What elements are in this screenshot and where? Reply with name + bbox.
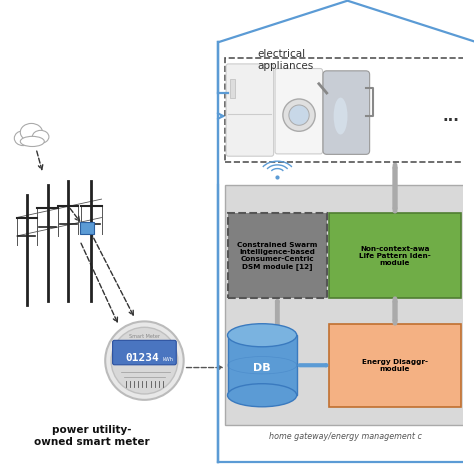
Text: DB: DB	[253, 363, 271, 373]
Circle shape	[105, 321, 183, 400]
Circle shape	[289, 105, 309, 125]
FancyBboxPatch shape	[329, 324, 461, 407]
Text: kWh: kWh	[163, 357, 174, 362]
Text: Smart Meter: Smart Meter	[129, 334, 160, 339]
Text: Non-context-awa
Life Pattern Iden-
module: Non-context-awa Life Pattern Iden- modul…	[359, 246, 431, 265]
Text: Energy Disaggr-
module: Energy Disaggr- module	[362, 359, 428, 372]
Bar	[230, 79, 236, 98]
FancyBboxPatch shape	[228, 213, 327, 298]
Text: Constrained Swarm
Intelligence-based
Consumer-Centric
DSM module [12]: Constrained Swarm Intelligence-based Con…	[237, 242, 317, 270]
Ellipse shape	[20, 123, 43, 141]
Text: home gateway/energy management c: home gateway/energy management c	[269, 432, 421, 441]
Text: electrical
appliances: electrical appliances	[257, 49, 314, 71]
Bar	[228, 335, 297, 395]
FancyBboxPatch shape	[226, 64, 273, 156]
Ellipse shape	[228, 324, 297, 347]
FancyBboxPatch shape	[323, 71, 370, 155]
Text: power utility-
owned smart meter: power utility- owned smart meter	[34, 425, 149, 447]
Ellipse shape	[111, 327, 178, 394]
Ellipse shape	[14, 131, 32, 146]
Bar	[225, 185, 465, 425]
Ellipse shape	[32, 130, 49, 143]
Ellipse shape	[228, 383, 297, 407]
Ellipse shape	[20, 137, 44, 146]
FancyBboxPatch shape	[275, 69, 323, 154]
Bar	[225, 58, 465, 162]
FancyBboxPatch shape	[113, 340, 176, 365]
Text: ...: ...	[443, 109, 460, 124]
Circle shape	[283, 99, 315, 131]
Bar	[80, 222, 94, 234]
Text: 01234: 01234	[125, 353, 159, 364]
Ellipse shape	[334, 98, 347, 135]
FancyBboxPatch shape	[329, 213, 461, 298]
